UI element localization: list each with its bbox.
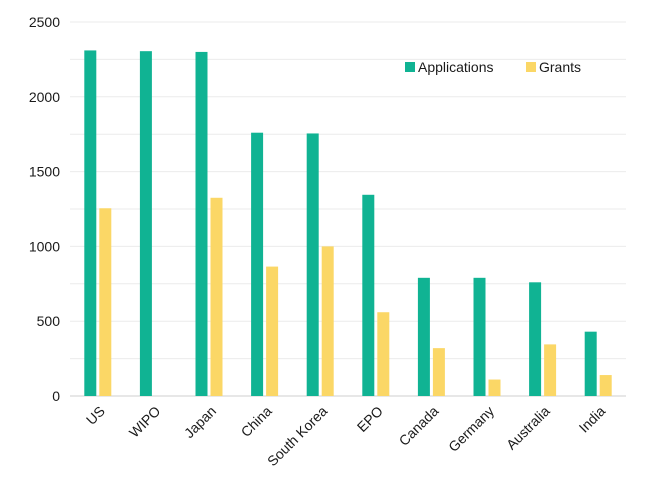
gridlines <box>70 21 626 397</box>
bar-applications-germany <box>473 277 486 396</box>
y-tick-label: 500 <box>37 313 61 329</box>
x-tick-label: Germany <box>445 403 497 455</box>
bar-grants-epo <box>377 312 390 396</box>
bar-grants-us <box>99 208 112 396</box>
y-tick-label: 1500 <box>29 164 60 180</box>
x-tick-label: US <box>83 403 108 428</box>
legend-swatch-applications <box>405 62 415 72</box>
legend-swatch-grants <box>526 62 536 72</box>
y-tick-label: 0 <box>52 388 60 404</box>
x-tick-label: India <box>576 403 609 436</box>
x-tick-label: South Korea <box>264 403 331 470</box>
y-tick-label: 2000 <box>29 89 60 105</box>
bar-grants-canada <box>432 348 445 396</box>
y-tick-label: 2500 <box>29 14 60 30</box>
bar-applications-australia <box>529 282 542 396</box>
bar-grants-south-korea <box>321 246 334 396</box>
y-tick-label: 1000 <box>29 238 60 254</box>
bar-applications-india <box>584 331 597 396</box>
legend: Applications Grants <box>405 59 581 75</box>
bar-grants-australia <box>544 344 557 396</box>
x-tick-label: Canada <box>396 403 442 449</box>
bar-grants-india <box>599 375 612 396</box>
bar-grants-germany <box>488 379 501 396</box>
x-tick-label: Japan <box>181 403 219 441</box>
bar-applications-canada <box>417 277 430 396</box>
bar-grants-china <box>266 266 279 396</box>
x-tick-label: Australia <box>503 403 553 453</box>
x-tick-label: WIPO <box>126 403 164 441</box>
legend-label-applications: Applications <box>418 59 494 75</box>
bar-applications-epo <box>362 194 375 396</box>
legend-label-grants: Grants <box>539 59 581 75</box>
bar-applications-south-korea <box>306 133 319 396</box>
bar-applications-japan <box>195 51 208 397</box>
bar-grants-japan <box>210 197 223 396</box>
x-tick-label: EPO <box>354 403 386 435</box>
bar-applications-us <box>84 50 97 396</box>
y-axis-ticks: 0 500 1000 1500 2000 2500 <box>29 14 60 404</box>
bar-applications-wipo <box>139 51 152 397</box>
bar-applications-china <box>251 132 264 397</box>
x-tick-label: China <box>238 403 275 440</box>
bars <box>84 50 612 397</box>
